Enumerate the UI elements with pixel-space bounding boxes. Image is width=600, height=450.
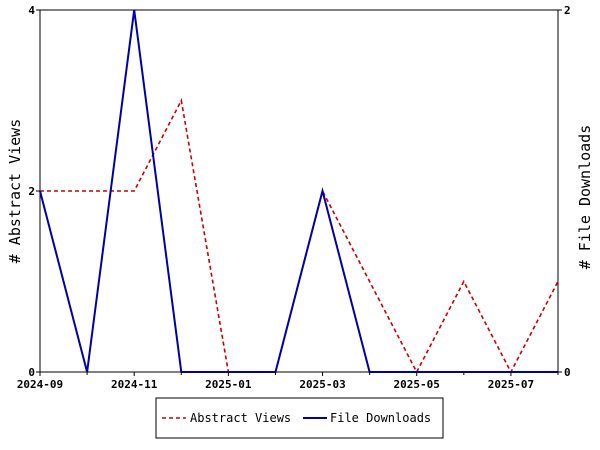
x-tick-label: 2024-11 (111, 378, 158, 391)
legend-box (155, 397, 444, 439)
legend-label: File Downloads (330, 411, 431, 425)
x-tick-label: 2025-07 (488, 378, 534, 391)
y-right-tick-label: 0 (564, 366, 571, 379)
y-axis-right-title: # File Downloads (576, 125, 594, 270)
y-left-tick-label: 4 (28, 4, 35, 17)
legend: Abstract Views File Downloads (155, 397, 444, 439)
x-tick-label: 2025-05 (394, 378, 440, 391)
y-left-tick-label: 0 (28, 366, 35, 379)
y-right-tick-label: 2 (564, 4, 571, 17)
series-line-file-downloads (39, 9, 558, 373)
x-tick-label: 2024-09 (17, 378, 63, 391)
legend-label: Abstract Views (190, 411, 291, 425)
y-left-tick-label: 2 (28, 185, 35, 198)
y-axis-left-title: # Abstract Views (6, 119, 24, 264)
x-tick-label: 2025-01 (205, 378, 252, 391)
x-tick-label: 2025-03 (299, 378, 345, 391)
